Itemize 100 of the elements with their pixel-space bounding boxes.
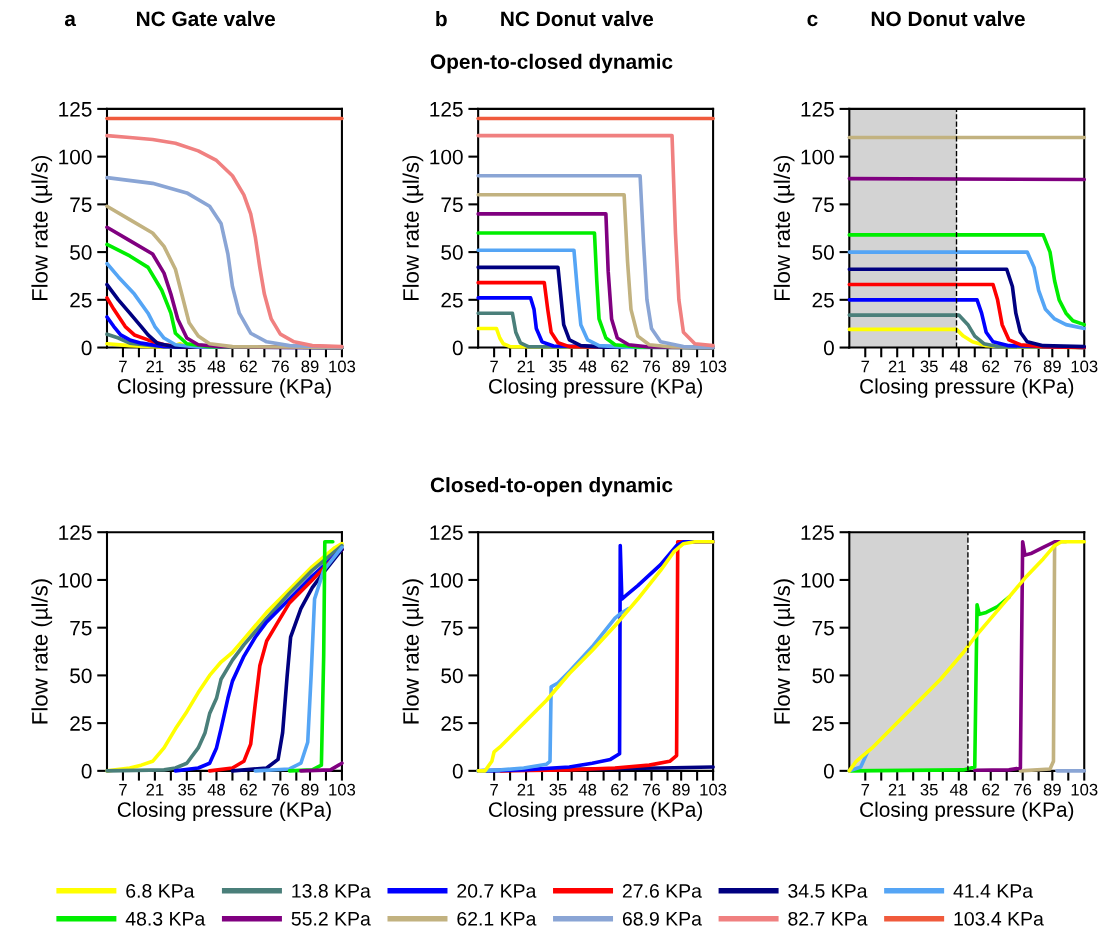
- text: c: [807, 14, 818, 27]
- x-axis-title: Closing pressure (KPa): [117, 378, 331, 398]
- x-tick-label: 62: [982, 360, 1000, 373]
- y-tick-label: 100: [801, 572, 834, 588]
- legend-label: 62.1 KPa: [457, 911, 537, 926]
- y-tick-label: 50: [812, 245, 834, 260]
- text: b: [436, 10, 447, 27]
- x-tick-label: 103: [329, 360, 356, 373]
- legend-label: 13.8 KPa: [292, 884, 371, 898]
- y-tick-label: 50: [812, 668, 834, 684]
- y-axis-title: Flow rate (µl/s): [773, 155, 795, 301]
- y-tick-label: 125: [430, 101, 463, 117]
- y-tick-label: 25: [70, 716, 92, 731]
- x-tick-label: 7: [861, 360, 870, 373]
- y-tick-label: 125: [801, 101, 834, 117]
- legend-label: 34.5 KPa: [788, 884, 868, 898]
- x-tick-label: 76: [1014, 360, 1032, 373]
- x-tick-label: 76: [271, 360, 289, 373]
- y-tick-label: 75: [812, 197, 834, 213]
- x-tick-label: 21: [146, 783, 164, 796]
- x-tick-label: 89: [1043, 783, 1061, 796]
- x-tick-label: 103: [1071, 360, 1098, 373]
- x-tick-label: 21: [888, 360, 906, 373]
- y-tick-label: 100: [801, 149, 834, 165]
- y-tick-label: 0: [81, 763, 92, 779]
- x-tick-label: 48: [578, 783, 597, 796]
- y-tick-label: 100: [59, 572, 92, 588]
- y-axis-title: Flow rate (µl/s): [402, 579, 424, 724]
- y-axis-title: Flow rate (µl/s): [402, 155, 424, 301]
- x-tick-label: 62: [239, 783, 257, 796]
- y-tick-label: 25: [70, 292, 92, 308]
- y-tick-label: 50: [70, 245, 92, 260]
- y-axis-title: Flow rate (µl/s): [31, 579, 53, 724]
- x-tick-label: 76: [643, 360, 661, 373]
- x-tick-label: 35: [549, 783, 567, 796]
- x-tick-label: 35: [178, 360, 196, 373]
- y-tick-label: 25: [812, 716, 834, 731]
- x-tick-label: 7: [490, 783, 498, 796]
- x-tick-label: 76: [1014, 783, 1032, 796]
- y-tick-label: 0: [823, 340, 834, 356]
- x-tick-label: 89: [672, 360, 690, 373]
- chart-title: NC Gate valve: [137, 10, 276, 27]
- y-tick-label: 50: [70, 668, 92, 684]
- y-tick-label: 100: [430, 149, 463, 165]
- text: a: [64, 14, 77, 27]
- x-tick-label: 7: [490, 360, 498, 373]
- x-tick-label: 62: [982, 783, 1000, 796]
- x-tick-label: 89: [672, 783, 690, 796]
- x-tick-label: 35: [920, 360, 938, 373]
- y-tick-label: 75: [812, 620, 834, 636]
- y-tick-label: 75: [70, 197, 92, 213]
- legend-label: 103.4 KPa: [954, 911, 1044, 926]
- line-series: [253, 545, 344, 773]
- x-tick-label: 103: [700, 360, 727, 373]
- x-tick-label: 76: [271, 783, 289, 796]
- chart-subtitle: Open-to-closed dynamic: [430, 53, 673, 74]
- x-tick-label: 62: [611, 360, 628, 373]
- x-tick-label: 89: [1043, 360, 1061, 373]
- legend-label: 6.8 KPa: [126, 884, 195, 898]
- y-tick-label: 125: [59, 525, 92, 540]
- legend-label: 48.3 KPa: [125, 911, 206, 926]
- y-tick-label: 0: [81, 340, 92, 356]
- legend-label: 20.7 KPa: [457, 884, 537, 898]
- x-tick-label: 48: [949, 783, 968, 796]
- chart-title: NC Donut valve: [501, 10, 654, 27]
- line-series: [972, 539, 1061, 773]
- y-tick-label: 50: [441, 245, 463, 260]
- x-tick-label: 89: [301, 360, 319, 373]
- chart-title: NO Donut valve: [871, 10, 1025, 27]
- legend-label: 68.9 KPa: [622, 911, 702, 926]
- y-tick-label: 0: [452, 340, 463, 356]
- line-series: [847, 250, 1087, 331]
- x-tick-label: 76: [643, 783, 661, 796]
- x-axis-title: Closing pressure (KPa): [860, 378, 1074, 398]
- x-tick-label: 21: [517, 360, 535, 373]
- x-tick-label: 103: [329, 783, 356, 796]
- x-axis-title: Closing pressure (KPa): [860, 801, 1074, 822]
- legend-label: 82.7 KPa: [788, 911, 868, 926]
- y-tick-label: 75: [441, 620, 463, 636]
- x-tick-label: 48: [207, 360, 226, 373]
- y-tick-label: 25: [441, 292, 463, 308]
- chart-subtitle: Closed-to-open dynamic: [430, 477, 673, 497]
- x-tick-label: 48: [949, 360, 968, 373]
- x-tick-label: 62: [239, 360, 257, 373]
- y-tick-label: 0: [452, 763, 463, 779]
- y-tick-label: 75: [441, 197, 463, 213]
- x-tick-label: 48: [207, 783, 226, 796]
- x-axis-title: Closing pressure (KPa): [489, 801, 703, 822]
- y-tick-label: 100: [59, 149, 92, 165]
- y-tick-label: 0: [823, 763, 834, 779]
- line-series: [287, 539, 335, 773]
- x-tick-label: 7: [861, 783, 870, 796]
- x-tick-label: 7: [119, 360, 127, 373]
- y-tick-label: 50: [441, 668, 463, 684]
- line-series: [847, 233, 1087, 327]
- y-tick-label: 125: [801, 525, 834, 540]
- legend-label: 27.6 KPa: [622, 884, 702, 898]
- x-tick-label: 35: [920, 783, 938, 796]
- y-tick-label: 25: [812, 292, 834, 308]
- x-tick-label: 103: [700, 783, 727, 796]
